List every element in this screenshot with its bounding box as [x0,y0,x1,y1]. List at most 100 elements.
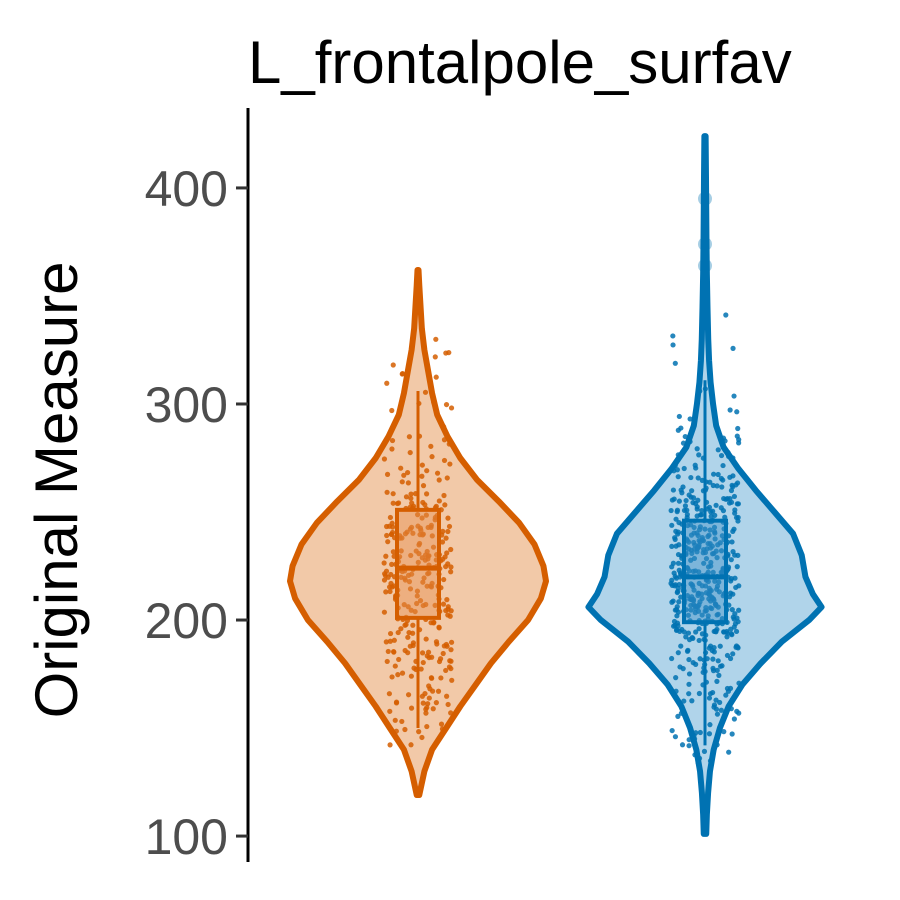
data-point [436,477,442,483]
data-point [696,626,702,632]
data-point [689,488,695,494]
y-axis-ticks: 100 200 300 400 [145,161,248,865]
data-point [381,560,387,566]
data-point [735,465,741,471]
data-point [384,380,390,386]
data-point [729,697,735,703]
y-axis-label: Original Measure [23,262,90,719]
data-point [446,664,453,670]
data-point [712,536,718,542]
data-point [445,515,451,521]
data-point [691,539,697,546]
data-point [447,613,453,619]
data-point [730,549,736,555]
data-point [710,569,716,575]
data-point [390,491,396,497]
data-point [408,491,414,497]
data-point [711,597,717,603]
data-point [735,644,741,650]
plot-area [287,133,825,837]
data-point [423,636,429,642]
data-point [675,452,681,458]
data-point [381,577,388,583]
data-point [685,630,692,636]
data-point [714,667,720,673]
data-point [406,579,413,585]
data-point [730,455,736,461]
data-point [444,550,450,556]
data-point [731,716,737,722]
data-point [697,656,703,662]
data-point [444,643,450,649]
data-point [721,729,727,735]
data-point [444,597,450,603]
data-point [675,560,682,566]
data-point [680,666,686,672]
data-point [444,693,450,699]
data-point [706,645,712,651]
data-point [439,726,446,732]
data-point [735,514,741,521]
data-point [382,571,388,577]
data-point [415,559,421,565]
data-point [697,388,703,394]
data-point [443,667,449,674]
data-point [678,710,684,716]
data-point [672,462,678,469]
data-point [703,556,710,562]
data-point [707,527,713,533]
data-point [682,503,689,509]
data-point [383,639,389,645]
data-point [424,491,430,497]
data-point [679,742,686,748]
data-point [680,440,687,446]
data-point [399,535,405,541]
data-point [707,722,713,728]
data-point [675,531,681,537]
data-point [441,424,447,430]
data-point [402,577,408,583]
data-point [398,626,404,632]
data-point [402,531,409,537]
data-point [692,610,698,616]
data-point [710,656,716,662]
y-tick-label: 100 [145,809,228,865]
data-point [718,548,725,554]
data-point [708,509,714,515]
data-point [439,539,446,545]
data-point [428,620,434,626]
data-point [716,672,722,678]
data-point [426,654,432,661]
data-point [426,683,432,689]
data-point [448,405,455,411]
data-point [730,473,736,479]
data-point [673,627,680,634]
data-point [686,671,693,677]
data-point [726,749,732,755]
data-point [686,737,692,743]
data-point [682,433,688,440]
data-point [672,583,678,589]
box-iqr [395,507,441,620]
data-point [402,622,408,628]
data-point [387,630,394,637]
data-point [407,643,413,649]
data-point [721,629,727,635]
data-point [424,468,430,474]
data-point [390,362,396,368]
data-point [405,572,412,578]
data-point [671,496,677,502]
data-point [710,482,716,489]
data-point [672,734,679,740]
data-point [434,470,441,476]
data-point [688,607,694,613]
data-point [410,622,416,628]
data-point [684,507,690,513]
data-point [385,539,391,545]
data-point [445,701,451,708]
data-point [679,490,685,496]
data-point [692,752,698,758]
data-point [719,484,725,490]
data-point [687,416,693,422]
data-point [425,571,431,577]
